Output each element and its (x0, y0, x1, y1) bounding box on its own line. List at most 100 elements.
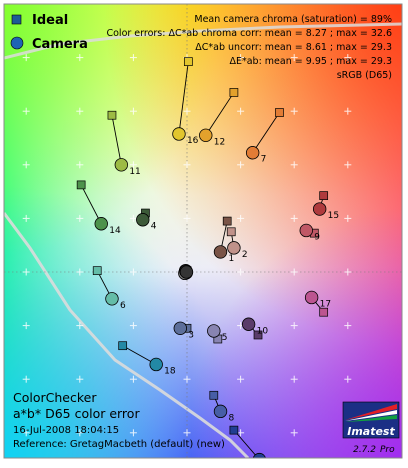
patch-label-3: 3 (188, 330, 194, 340)
camera-marker-13 (252, 452, 266, 458)
grid-cross (129, 375, 137, 383)
logo-edition: Pro (380, 445, 395, 455)
grid-cross (22, 161, 30, 169)
grid-cross (22, 268, 30, 276)
chart-date: 16-Jul-2008 18:04:15 (13, 425, 119, 436)
patch-label-9: 9 (314, 232, 320, 242)
legend-camera-marker (10, 36, 24, 50)
error-vector-16 (178, 61, 189, 135)
ideal-marker-6 (92, 266, 102, 276)
grid-cross (290, 322, 298, 330)
patch-label-5: 5 (222, 333, 228, 343)
grid-cross (76, 107, 84, 115)
ideal-marker-12 (229, 88, 239, 97)
camera-marker-17 (304, 290, 319, 305)
grid-cross (237, 375, 245, 383)
legend-camera-label: Camera (32, 37, 88, 52)
grid-cross (344, 322, 352, 330)
gamut-boundary-top (4, 22, 402, 60)
grid-cross (344, 54, 352, 62)
patch-label-14: 14 (109, 226, 121, 236)
grid-cross (22, 107, 30, 115)
ideal-marker-10 (253, 330, 263, 340)
grid-cross (237, 214, 245, 222)
grid-cross (237, 268, 245, 276)
legend: Ideal Camera (10, 13, 88, 52)
camera-marker-7 (245, 146, 260, 160)
patch-label-11: 11 (129, 167, 140, 177)
ideal-marker-16 (183, 57, 193, 66)
camera-marker-10 (241, 317, 256, 331)
grid-cross (76, 161, 84, 169)
grid-cross (76, 375, 84, 383)
patch-label-18: 18 (164, 366, 176, 376)
stat-chroma-uncorr: ΔC*ab uncorr: mean = 8.61 ; max = 29.3 (195, 42, 392, 53)
grid-cross (22, 54, 30, 62)
patch-label-4: 4 (151, 222, 157, 232)
ideal-marker-7 (275, 108, 284, 117)
camera-marker-15 (312, 202, 327, 216)
camera-marker-18 (149, 357, 163, 372)
grid-cross (290, 268, 298, 276)
grid-cross (344, 214, 352, 222)
logo-version: 2.7.2 (353, 445, 376, 455)
grid-cross (129, 54, 137, 62)
imatest-logo: Imatest 2.7.2 Pro (342, 401, 400, 455)
stats-block: Mean camera chroma (saturation) = 89% Co… (106, 14, 392, 81)
grid-cross (183, 161, 191, 169)
grid-cross (76, 214, 84, 222)
plot-border (3, 3, 403, 459)
patch-label-10: 10 (257, 326, 269, 336)
grid-cross (237, 161, 245, 169)
grid-cross (290, 161, 298, 169)
patch-label-17: 17 (320, 299, 331, 309)
grid-cross (129, 107, 137, 115)
grid-cross (344, 375, 352, 383)
error-vector-12 (205, 92, 235, 136)
camera-marker-6 (105, 292, 119, 306)
camera-marker-9 (299, 223, 313, 238)
grid-cross (22, 322, 30, 330)
error-vector-14 (80, 184, 102, 224)
grid-cross (290, 107, 298, 115)
camera-marker-12 (199, 128, 213, 143)
ideal-marker-15 (319, 191, 329, 200)
grid-cross (344, 161, 352, 169)
grid-cross (183, 107, 191, 115)
ideal-marker-17 (319, 307, 329, 317)
stat-delta-e: ΔE*ab: mean = 9.95 ; max = 29.3 (229, 56, 392, 67)
grid-cross (344, 268, 352, 276)
grid-cross (76, 54, 84, 62)
chart-subtitle: a*b* D65 color error (13, 406, 140, 421)
grid-cross (129, 161, 137, 169)
patch-labels: 123456789101112131415161718 (109, 136, 339, 423)
grid-cross (290, 375, 298, 383)
camera-marker-11 (114, 158, 129, 172)
camera-marker-3 (173, 321, 188, 335)
patch-label-7: 7 (261, 155, 267, 165)
ideal-marker-1 (222, 216, 232, 226)
stat-chroma-corr: Color errors: ΔC*ab chroma corr: mean = … (106, 28, 392, 39)
camera-marker-1 (213, 245, 228, 259)
chart-reference: Reference: GretagMacbeth (default) (new) (13, 439, 225, 450)
chart-title: ColorChecker (13, 390, 97, 405)
patch-label-1: 1 (229, 254, 235, 264)
grid-cross (76, 429, 84, 437)
legend-ideal-marker (11, 14, 22, 25)
camera-marker-2 (227, 241, 241, 255)
ideal-marker-18 (118, 341, 128, 351)
grid-cross (22, 214, 30, 222)
camera-marker-5 (207, 324, 221, 338)
grid-cross (183, 429, 191, 437)
patch-label-15: 15 (328, 211, 339, 221)
patch-label-2: 2 (242, 250, 248, 260)
patch-label-16: 16 (187, 136, 199, 146)
ideal-marker-11 (107, 110, 117, 120)
camera-markers (94, 127, 327, 458)
grid-cross (129, 322, 137, 330)
grid-cross (22, 375, 30, 383)
stat-mean-chroma: Mean camera chroma (saturation) = 89% (194, 14, 392, 25)
error-vector-11 (111, 115, 122, 165)
